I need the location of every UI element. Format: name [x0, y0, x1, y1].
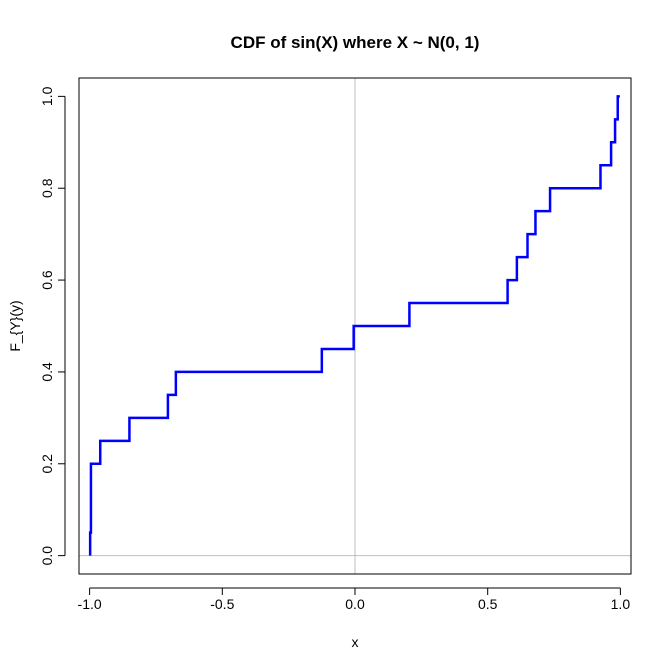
- plot-frame: [78, 77, 632, 575]
- x-tick-label: -1.0: [78, 596, 102, 612]
- x-axis-ticks: -1.0 -0.5 0.0 0.5 1.0: [78, 587, 631, 612]
- y-axis-label: F_{Y}(y): [7, 300, 23, 351]
- plot-area: [78, 77, 632, 575]
- y-tick-label: 0.8: [39, 178, 55, 198]
- y-tick-label: 0.0: [39, 546, 55, 566]
- x-tick-label: 0.0: [345, 596, 365, 612]
- y-tick-label: 0.6: [39, 270, 55, 290]
- x-axis-label: x: [352, 634, 359, 650]
- x-tick-label: 0.5: [478, 596, 498, 612]
- y-tick-label: 1.0: [39, 86, 55, 106]
- cdf-step-line-0: [88, 95, 620, 556]
- chart-title: CDF of sin(X) where X ~ N(0, 1): [231, 33, 480, 52]
- y-axis-ticks: 0.0 0.2 0.4 0.6 0.8 1.0: [39, 86, 66, 566]
- y-tick-label: 0.4: [39, 362, 55, 382]
- x-tick-label: -0.5: [210, 596, 234, 612]
- y-tick-label: 0.2: [39, 454, 55, 474]
- x-tick-label: 1.0: [611, 596, 631, 612]
